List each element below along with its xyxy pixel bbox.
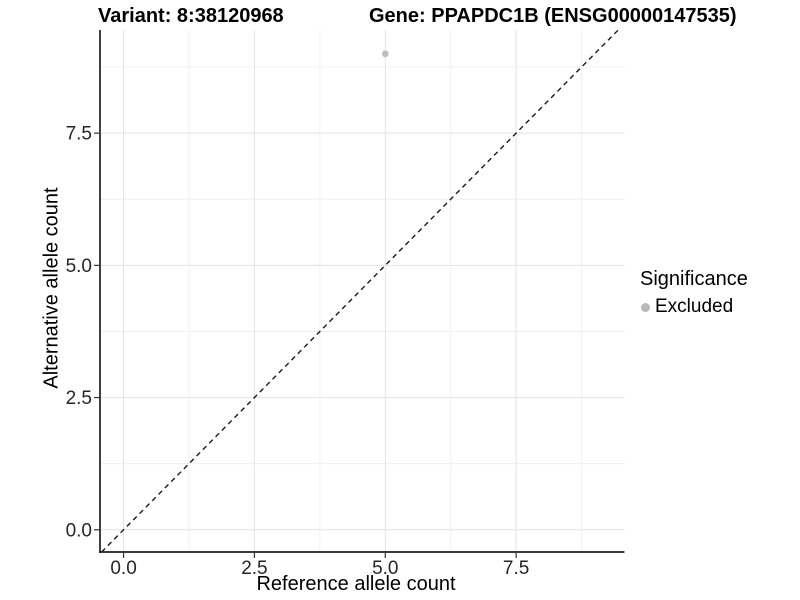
legend-title: Significance bbox=[640, 268, 748, 290]
y-tick-label: 0.0 bbox=[66, 520, 92, 541]
legend: Significance Excluded bbox=[640, 268, 748, 318]
y-tick-label: 2.5 bbox=[66, 388, 92, 409]
variant-title: Variant: 8:38120968 bbox=[98, 5, 284, 27]
x-axis-title: Reference allele count bbox=[256, 573, 456, 595]
gene-title: Gene: PPAPDC1B (ENSG00000147535) bbox=[369, 5, 737, 27]
excluded-point-icon bbox=[641, 302, 650, 312]
identity-dashed-line bbox=[101, 29, 619, 553]
legend-item-label: Excluded bbox=[655, 296, 734, 317]
y-axis-title: Alternative allele count bbox=[40, 187, 63, 389]
x-tick-label: 2.5 bbox=[241, 558, 267, 579]
y-tick-label: 5.0 bbox=[66, 256, 92, 277]
y-tick-label: 7.5 bbox=[66, 124, 92, 145]
x-tick-label: 7.5 bbox=[503, 558, 529, 579]
legend-item-excluded: Excluded bbox=[641, 296, 748, 318]
x-tick-label: 5.0 bbox=[372, 558, 398, 579]
x-tick-label: 0.0 bbox=[110, 558, 136, 579]
data-point bbox=[381, 50, 389, 58]
